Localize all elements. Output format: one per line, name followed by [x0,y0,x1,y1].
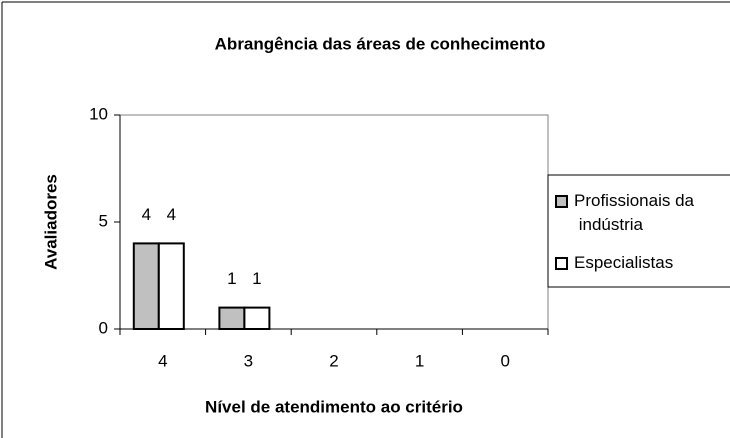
bar [218,306,246,331]
data-label: 4 [167,205,176,224]
y-tick-label: 0 [99,318,108,337]
legend-swatch [555,195,568,208]
y-tick-label: 5 [99,211,108,230]
legend-label: Profissionais da indústria [574,191,695,234]
chart-title: Abrangência das áreas de conhecimento [215,34,546,53]
x-tick-label: 0 [500,351,509,370]
bar [157,242,185,330]
data-label: 4 [142,205,151,224]
data-label: 1 [227,269,236,288]
legend-label: Especialistas [574,253,673,272]
bar [132,242,160,330]
legend [547,174,730,288]
x-axis-label: Nível de atendimento ao critério [205,397,463,416]
x-tick-label: 3 [244,351,253,370]
y-axis-label: Avaliadores [41,174,60,270]
x-tick-label: 4 [158,351,167,370]
data-label: 1 [252,269,261,288]
bar [243,306,271,331]
x-tick-label: 1 [415,351,424,370]
y-tick-label: 10 [89,104,108,123]
legend-swatch [555,257,568,270]
x-tick-label: 2 [329,351,338,370]
